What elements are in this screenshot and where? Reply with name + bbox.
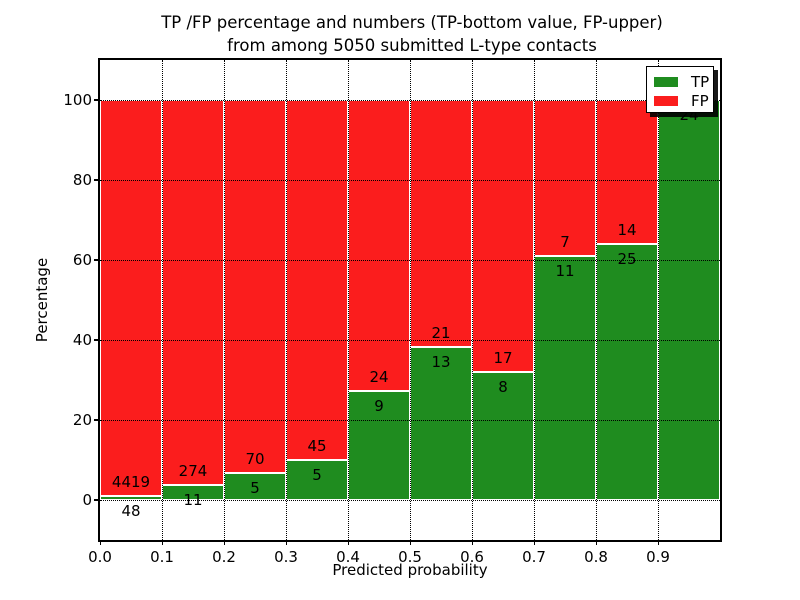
bar-segment-tp-2 xyxy=(224,473,286,500)
y-tick-label-100: 100 xyxy=(63,91,92,109)
legend: TP FP xyxy=(646,66,714,113)
x-tick-0.8 xyxy=(595,540,597,545)
y-tick-label-20: 20 xyxy=(72,411,92,429)
x-gridline-0.9 xyxy=(658,60,659,540)
bar-segment-fp-6 xyxy=(472,100,534,372)
bar-segment-tp-8 xyxy=(596,243,658,500)
fp-count-label-4: 24 xyxy=(369,367,389,386)
bar-segment-tp-7 xyxy=(534,255,596,500)
tp-count-label-1: 11 xyxy=(183,490,203,509)
fp-count-label-0: 4419 xyxy=(111,472,151,491)
bar-segment-tp-1 xyxy=(162,484,224,500)
tp-count-label-4: 9 xyxy=(374,396,384,415)
x-tick-label-0.5: 0.5 xyxy=(398,548,422,566)
bar-segment-tp-9 xyxy=(658,100,720,500)
plot-area: 4419 48 274 11 70 5 45 5 24 9 21 13 17 8 7 11 14 25 24 0.0… xyxy=(63,60,720,566)
y-tick-100 xyxy=(94,99,100,101)
tp-count-label-0: 48 xyxy=(121,501,141,520)
x-tick-label-0.1: 0.1 xyxy=(150,548,174,566)
bar-segment-fp-2 xyxy=(224,100,286,474)
tp-count-label-3: 5 xyxy=(312,466,322,484)
x-tick-label-0.7: 0.7 xyxy=(522,548,546,566)
tp-count-label-5: 13 xyxy=(431,353,451,372)
y-tick-label-40: 40 xyxy=(72,331,92,349)
fp-count-label-3: 45 xyxy=(307,437,327,455)
x-tick-0.6 xyxy=(471,540,473,545)
bar-segment-fp-7 xyxy=(534,100,596,256)
y-tick-60 xyxy=(94,259,100,261)
x-gridline-0.8 xyxy=(596,60,597,540)
axis-ticks-layer: 0.0 0.1 0.2 0.3 0.4 0.5 0.6 0.7 0.8 0.9 0 20 40 60 80 1… xyxy=(63,60,720,566)
legend-label-fp: FP xyxy=(691,91,709,110)
fp-count-label-2: 70 xyxy=(245,450,265,469)
x-gridline-0.3 xyxy=(286,60,287,540)
x-tick-0.4 xyxy=(347,540,349,545)
tp-count-label-2: 5 xyxy=(250,479,260,498)
fp-count-label-8: 14 xyxy=(617,220,637,239)
bar-segment-tp-5 xyxy=(410,347,472,500)
x-gridline-0.7 xyxy=(534,60,535,540)
legend-entry-fp: FP xyxy=(654,91,713,110)
y-tick-80 xyxy=(94,179,100,181)
y-axis-label: Percentage xyxy=(33,257,51,343)
fp-count-label-1: 274 xyxy=(178,461,208,480)
x-tick-label-0.8: 0.8 xyxy=(584,548,608,566)
bar-segment-fp-4 xyxy=(348,100,410,391)
fp-count-label-7: 7 xyxy=(560,232,570,251)
x-axis-label: Predicted probability xyxy=(332,561,488,579)
x-tick-0.1 xyxy=(161,540,163,545)
bar-segment-tp-4 xyxy=(348,390,410,500)
x-gridline-0.5 xyxy=(410,60,411,540)
legend-swatch-tp xyxy=(654,76,678,87)
x-gridline-0.4 xyxy=(348,60,349,540)
y-tick-40 xyxy=(94,339,100,341)
legend-label-tp: TP xyxy=(691,72,710,91)
bar-segment-tp-3 xyxy=(286,460,348,500)
x-tick-0.9 xyxy=(657,540,659,545)
x-tick-label-0.4: 0.4 xyxy=(336,548,360,566)
tp-count-label-6: 8 xyxy=(498,378,508,396)
y-tick-label-0: 0 xyxy=(82,491,92,509)
bar-segment-tp-0 xyxy=(100,495,162,500)
tp-count-label-7: 11 xyxy=(555,261,575,280)
x-tick-0.7 xyxy=(533,540,535,545)
chart-title-line2: from among 5050 submitted L-type contact… xyxy=(227,36,597,55)
x-gridline-0.1 xyxy=(162,60,163,540)
bar-segment-fp-3 xyxy=(286,100,348,460)
x-tick-label-0.2: 0.2 xyxy=(212,548,236,566)
x-tick-0.3 xyxy=(285,540,287,545)
chart-title-line1: TP /FP percentage and numbers (TP-bottom… xyxy=(161,13,663,32)
y-tick-20 xyxy=(94,419,100,421)
bar-segment-fp-0 xyxy=(100,100,162,496)
x-tick-label-0.6: 0.6 xyxy=(460,548,484,566)
x-tick-label-0.3: 0.3 xyxy=(274,548,298,566)
x-tick-label-0.9: 0.9 xyxy=(646,548,670,566)
bar-segment-fp-5 xyxy=(410,100,472,348)
bars-layer xyxy=(100,60,720,540)
fp-count-label-5: 21 xyxy=(431,324,451,343)
x-gridline-0.6 xyxy=(472,60,473,540)
legend-swatch-fp xyxy=(654,95,678,106)
bar-count-labels-layer: 4419 48 274 11 70 5 45 5 24 9 21 13 17 8 7 11 14 25 24 xyxy=(100,60,720,540)
tp-count-label-8: 25 xyxy=(617,249,637,268)
fp-count-label-6: 17 xyxy=(493,349,513,367)
x-tick-label-0.0: 0.0 xyxy=(88,548,112,566)
chart-title: TP /FP percentage and numbers (TP-bottom… xyxy=(161,11,663,57)
bar-segment-tp-6 xyxy=(472,372,534,500)
bar-segment-fp-8 xyxy=(596,100,658,244)
x-tick-0.2 xyxy=(223,540,225,545)
x-tick-0.5 xyxy=(409,540,411,545)
legend-entry-tp: TP xyxy=(654,72,713,91)
y-tick-label-60: 60 xyxy=(72,251,92,269)
x-gridline-0.2 xyxy=(224,60,225,540)
x-tick-0.0 xyxy=(99,540,101,545)
y-tick-label-80: 80 xyxy=(72,171,92,189)
y-tick-0 xyxy=(94,499,100,501)
grid-layer xyxy=(100,60,720,540)
